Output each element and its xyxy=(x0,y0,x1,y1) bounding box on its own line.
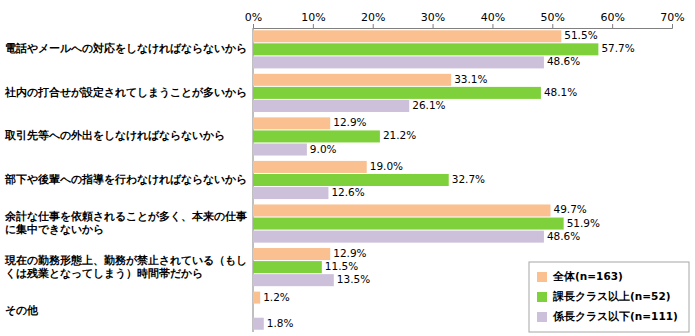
legend-label: 課長クラス以上(n=52) xyxy=(552,290,670,302)
bar xyxy=(253,204,550,216)
x-tick: 0% xyxy=(245,11,262,28)
bar xyxy=(253,144,307,156)
bar xyxy=(253,117,330,129)
bar xyxy=(253,187,328,199)
x-tick: 20% xyxy=(361,11,385,28)
data-label: 21.2% xyxy=(383,129,416,141)
bar xyxy=(253,100,409,112)
x-axis-line xyxy=(254,24,673,29)
x-tick-mark xyxy=(552,24,553,28)
legend-label: 係長クラス以下(n=111) xyxy=(552,310,678,322)
bar xyxy=(253,56,544,68)
legend-frame xyxy=(529,262,689,332)
x-tick-label: 10% xyxy=(301,11,325,24)
data-label: 48.6% xyxy=(547,55,580,67)
data-label: 13.5% xyxy=(337,273,370,285)
bar xyxy=(253,161,367,173)
bar xyxy=(253,218,564,230)
legend-swatch xyxy=(537,272,547,282)
x-tick-mark xyxy=(313,24,314,28)
x-tick-mark xyxy=(433,24,434,28)
category-label: 余計な仕事を依頼されることが多く、本来の仕事に集中できないから xyxy=(4,210,247,236)
category-label: 現在の勤務形態上、勤務が禁止されている（もしくは残業となってしまう）時間帯だから xyxy=(4,254,247,280)
bar xyxy=(253,43,598,55)
x-tick-mark xyxy=(672,24,673,28)
bar xyxy=(253,87,541,99)
x-tick-label: 20% xyxy=(361,11,385,24)
data-label: 19.0% xyxy=(370,160,403,172)
x-tick-label: 40% xyxy=(481,11,505,24)
data-label: 51.9% xyxy=(567,217,600,229)
data-label: 57.7% xyxy=(601,42,634,54)
x-tick-label: 30% xyxy=(421,11,445,24)
x-tick-label: 0% xyxy=(245,11,262,24)
data-label: 11.5% xyxy=(325,260,358,272)
data-label: 1.2% xyxy=(263,291,290,303)
bar xyxy=(253,130,380,142)
bar xyxy=(253,74,451,86)
x-tick: 60% xyxy=(600,11,624,28)
x-tick-label: 50% xyxy=(541,11,565,24)
category-label: その他 xyxy=(5,304,39,317)
data-label: 33.1% xyxy=(454,73,487,85)
category-label: 電話やメールへの対応をしなければならないから xyxy=(5,42,247,55)
data-label: 32.7% xyxy=(452,173,485,185)
x-tick-label: 70% xyxy=(660,11,684,24)
bar xyxy=(253,231,544,243)
data-label: 12.9% xyxy=(333,247,366,259)
bar xyxy=(253,174,449,186)
bar xyxy=(253,261,322,273)
x-tick-mark xyxy=(253,24,254,28)
x-tick-mark xyxy=(492,24,493,28)
legend-swatch xyxy=(537,292,547,302)
data-label: 12.6% xyxy=(331,186,364,198)
x-tick: 30% xyxy=(421,11,445,28)
data-label: 26.1% xyxy=(412,99,445,111)
data-label: 48.6% xyxy=(547,230,580,242)
category-label: 部下や後輩への指導を行わなければならないから xyxy=(4,173,247,186)
x-tick: 50% xyxy=(541,11,565,28)
legend-swatch xyxy=(537,312,547,322)
legend: 全体(n=163) 課長クラス以上(n=52) 係長クラス以下(n=111) xyxy=(529,262,689,332)
data-label: 49.7% xyxy=(553,203,586,215)
category-label: 取引先等への外出をしなければならないから xyxy=(4,129,225,142)
x-tick: 70% xyxy=(660,11,684,28)
bar xyxy=(253,274,334,286)
chart: 0% 10% 20% 30% 40% 50% 60% 70% 電話やメールへの対応をしなければな… xyxy=(0,0,695,336)
x-tick-mark xyxy=(373,24,374,28)
bar xyxy=(253,318,264,330)
data-label: 12.9% xyxy=(333,116,366,128)
x-axis: 0% 10% 20% 30% 40% 50% 60% 70% xyxy=(245,11,685,29)
x-tick-label: 60% xyxy=(600,11,624,24)
bar xyxy=(253,292,260,304)
data-label: 9.0% xyxy=(310,143,337,155)
legend-label: 全体(n=163) xyxy=(552,270,623,282)
x-tick-mark xyxy=(612,24,613,28)
x-tick: 40% xyxy=(481,11,505,28)
x-tick: 10% xyxy=(301,11,325,28)
bar xyxy=(253,248,330,260)
data-label: 48.1% xyxy=(544,86,577,98)
category-label: 社内の打合せが設定されてしまうことが多いから xyxy=(4,86,247,99)
data-label: 51.5% xyxy=(564,29,597,41)
bar xyxy=(253,30,561,42)
data-label: 1.8% xyxy=(267,317,294,329)
